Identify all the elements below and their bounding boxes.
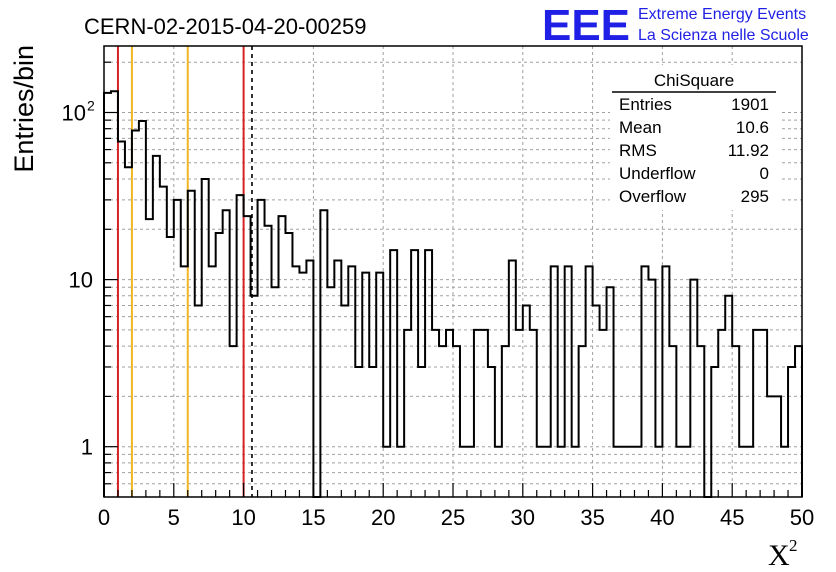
y-tick-label-base: 10	[62, 100, 86, 125]
stats-box-background	[610, 65, 780, 210]
stats-row-label: Underflow	[619, 164, 696, 183]
chart-title: CERN-02-2015-04-20-00259	[84, 14, 367, 39]
x-tick-label: 35	[580, 505, 604, 530]
stats-row-label: Mean	[619, 118, 662, 137]
y-tick-label: 10	[69, 268, 93, 293]
stats-box-rows: Entries 1901 Mean 10.6 RMS 11.92 Underflow 0 Ove…	[619, 95, 769, 206]
x-tick-label: 0	[98, 505, 110, 530]
y-tick-label-exponent: 2	[87, 97, 95, 113]
stats-row-value: 0	[760, 164, 769, 183]
stats-row-label: Overflow	[619, 187, 687, 206]
stats-box-title: ChiSquare	[654, 71, 734, 90]
x-tick-label: 30	[511, 505, 535, 530]
x-axis-label-exponent: 2	[789, 536, 798, 555]
marker-lines	[116, 46, 253, 497]
x-tick-labels: 0 5 10 15 20 25 30 35 40 45 50	[98, 505, 814, 530]
y-axis-label: Entries/bin	[9, 45, 39, 173]
x-tick-label: 5	[168, 505, 180, 530]
stats-row-value: 11.92	[728, 141, 769, 160]
eee-logo-line2: La Scienza nelle Scuole	[638, 27, 809, 44]
x-axis-label: X 2	[768, 536, 798, 572]
x-axis-label-symbol: X	[768, 539, 790, 572]
histogram-step-line	[103, 90, 803, 498]
stats-box: ChiSquare Entries 1901 Mean 10.6 RMS 11.92 Und…	[610, 65, 780, 210]
stats-row-label: RMS	[619, 141, 657, 160]
x-tick-label: 25	[441, 505, 465, 530]
axis-ticks	[103, 61, 803, 497]
x-tick-label: 40	[650, 505, 674, 530]
x-tick-label: 15	[301, 505, 325, 530]
stats-row-value: 295	[741, 187, 769, 206]
x-tick-label: 10	[231, 505, 255, 530]
eee-logo: EEE Extreme Energy Events La Scienza nel…	[542, 1, 809, 50]
eee-logo-mark: EEE	[542, 1, 630, 50]
stats-row-value: 10.6	[736, 118, 769, 137]
x-tick-label: 45	[720, 505, 744, 530]
stats-row-value: 1901	[731, 95, 769, 114]
y-tick-label: 1	[81, 435, 93, 460]
eee-logo-line1: Extreme Energy Events	[638, 6, 806, 23]
y-tick-label: 10 2	[62, 97, 95, 125]
stats-row-label: Entries	[619, 95, 672, 114]
x-tick-label: 20	[371, 505, 395, 530]
x-tick-label: 50	[790, 505, 814, 530]
